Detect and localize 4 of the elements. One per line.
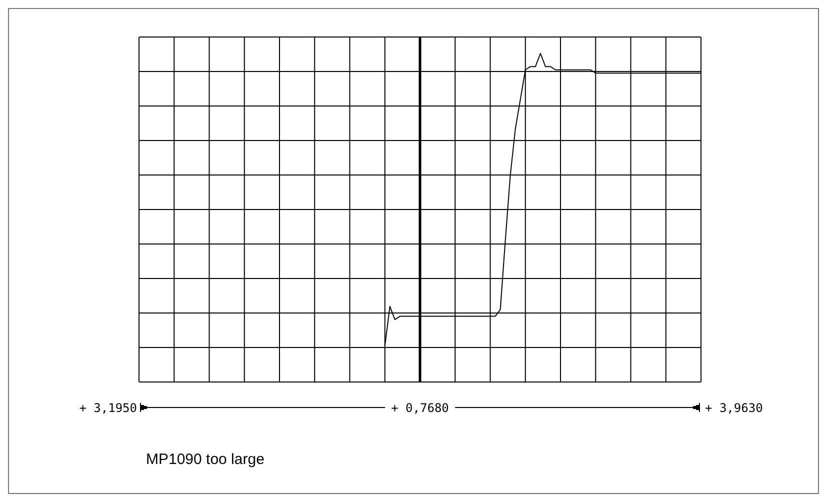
text: + 3,9630: [705, 401, 763, 415]
text: + 3,1950: [79, 401, 137, 415]
text: MP1090 too large: [146, 451, 264, 468]
text: + 0,7680: [385, 401, 455, 415]
